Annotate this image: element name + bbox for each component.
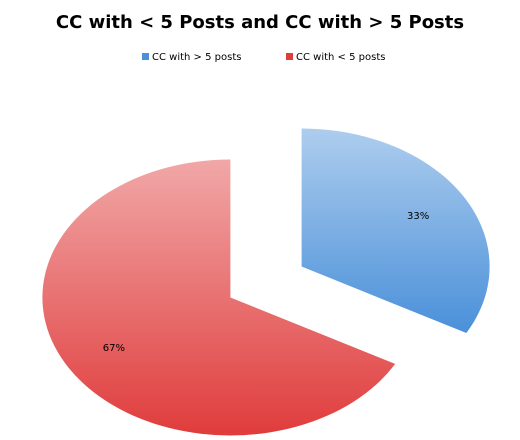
pie-slice (301, 128, 490, 334)
pie-slice (42, 159, 396, 436)
legend-swatch (142, 53, 149, 60)
legend-label: CC with > 5 posts (152, 52, 241, 63)
chart-title: CC with < 5 Posts and CC with > 5 Posts (56, 12, 464, 33)
legend-label: CC with < 5 posts (296, 52, 385, 63)
data-label: 67% (103, 343, 125, 354)
data-label: 33% (407, 211, 429, 222)
legend-swatch (286, 53, 293, 60)
